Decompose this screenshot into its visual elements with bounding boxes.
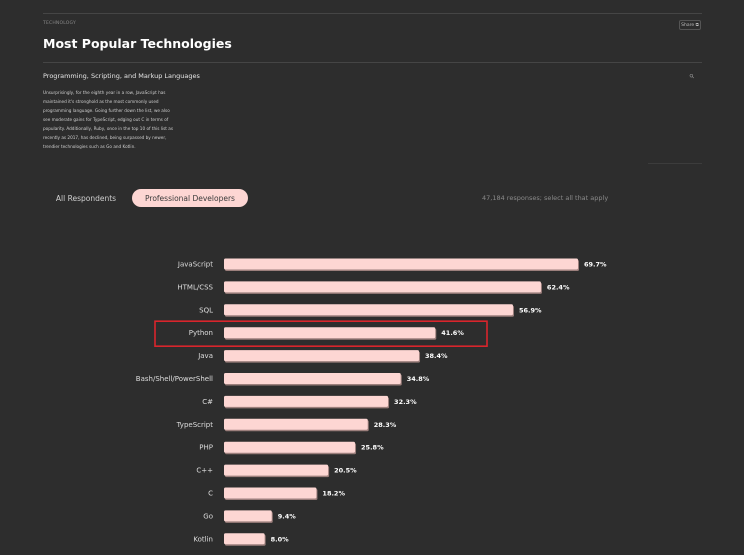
value-label-c: 32.3%	[394, 398, 417, 406]
tab-professional-developers[interactable]: Professional Developers	[132, 189, 248, 207]
value-label-javascript: 69.7%	[584, 261, 607, 269]
value-label-python: 41.6%	[441, 329, 464, 337]
page-title: Most Popular Technologies	[43, 36, 232, 51]
value-label-kotlin: 8.0%	[271, 535, 290, 543]
bar-go	[224, 510, 272, 522]
category-label-php: PHP	[199, 444, 213, 452]
bar-php	[224, 441, 356, 453]
top-divider	[43, 13, 702, 14]
category-label-python: Python	[189, 329, 213, 337]
category-label-sql: SQL	[199, 306, 213, 314]
tab-all-respondents[interactable]: All Respondents	[55, 193, 117, 203]
category-label-c: C	[208, 490, 213, 498]
highlight-box	[154, 320, 488, 348]
bar-python	[224, 327, 436, 339]
bar-c	[224, 395, 389, 407]
value-label-c: 20.5%	[334, 467, 357, 475]
bar-javascript	[224, 258, 578, 270]
value-label-bash-shell-powershell: 34.8%	[407, 375, 430, 383]
value-label-go: 9.4%	[278, 512, 297, 520]
category-label-c: C#	[202, 398, 213, 406]
category-label-java: Java	[197, 352, 213, 360]
responses-count: 47,184 responses; select all that apply	[482, 194, 609, 202]
value-label-java: 38.4%	[425, 352, 448, 360]
bar-c	[224, 487, 317, 499]
category-label-typescript: TypeScript	[176, 421, 214, 429]
share-button[interactable]: Share ⧉	[679, 20, 701, 30]
category-label-go: Go	[203, 512, 213, 520]
category-label-c: C++	[196, 467, 213, 475]
bar-html-css	[224, 281, 541, 293]
bar-typescript	[224, 418, 368, 430]
category-label-javascript: JavaScript	[177, 261, 213, 269]
value-label-html-css: 62.4%	[547, 283, 570, 291]
value-label-php: 25.8%	[361, 444, 384, 452]
category-label-bash-shell-powershell: Bash/Shell/PowerShell	[136, 375, 213, 383]
bar-kotlin	[224, 533, 265, 545]
bar-c	[224, 464, 329, 476]
section-divider	[648, 163, 702, 164]
section-title: Programming, Scripting, and Markup Langu…	[43, 72, 200, 80]
section-description: Unsurprisingly, for the eighth year in a…	[43, 90, 174, 149]
value-label-typescript: 28.3%	[374, 421, 397, 429]
bar-java	[224, 350, 420, 362]
section-kicker: TECHNOLOGY	[43, 21, 76, 26]
title-divider	[43, 62, 702, 63]
value-label-c: 18.2%	[322, 490, 345, 498]
bar-bash-shell-powershell	[224, 373, 401, 384]
category-label-html-css: HTML/CSS	[177, 283, 213, 291]
value-label-sql: 56.9%	[519, 306, 542, 314]
category-label-kotlin: Kotlin	[193, 535, 213, 543]
bar-sql	[224, 304, 513, 316]
